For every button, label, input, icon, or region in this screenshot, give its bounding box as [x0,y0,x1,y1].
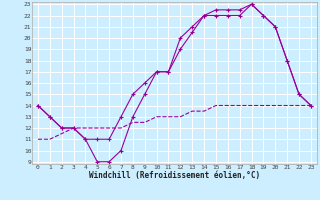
X-axis label: Windchill (Refroidissement éolien,°C): Windchill (Refroidissement éolien,°C) [89,171,260,180]
